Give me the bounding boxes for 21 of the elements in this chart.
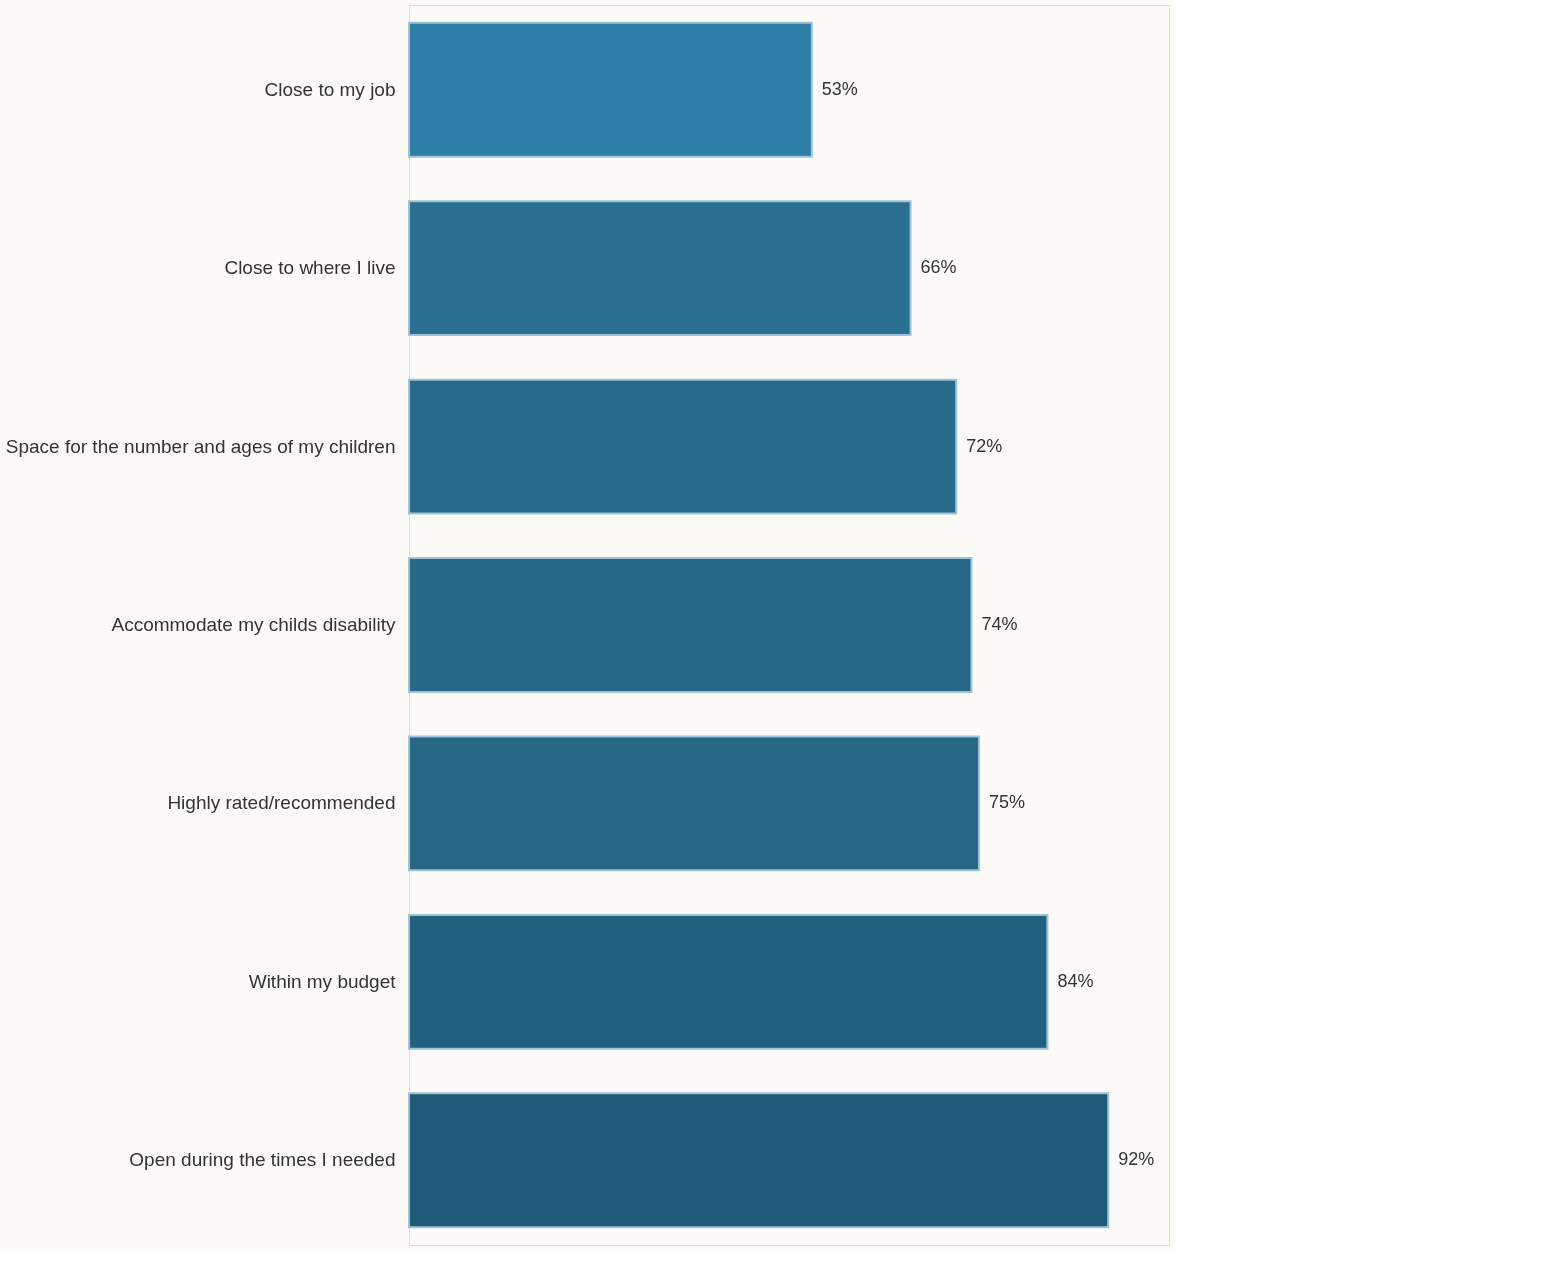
bar	[408, 21, 813, 158]
y-tick-label: Open during the times I needed	[129, 1149, 396, 1171]
data-label: 75%	[989, 792, 1026, 813]
y-tick-label: Close to my job	[264, 78, 396, 100]
data-label: 74%	[981, 614, 1018, 634]
bar	[408, 1092, 1110, 1229]
data-label: 66%	[920, 257, 957, 278]
y-tick-label: Within my budget	[248, 970, 397, 992]
bar	[408, 735, 980, 872]
data-label: 92%	[1118, 1149, 1155, 1170]
bar	[408, 200, 912, 337]
bar	[408, 557, 973, 693]
data-label: 84%	[1057, 970, 1094, 991]
bar	[408, 913, 1049, 1050]
y-tick-label: Highly rated/recommended	[167, 792, 396, 814]
data-label: 72%	[966, 435, 1003, 456]
y-tick-label: Space for the number and ages of my children	[5, 435, 396, 457]
y-tick-label: Close to where I live	[224, 257, 396, 279]
y-tick-label: Accommodate my childs disability	[111, 614, 396, 635]
data-label: 53%	[821, 78, 858, 99]
bar	[408, 378, 958, 515]
